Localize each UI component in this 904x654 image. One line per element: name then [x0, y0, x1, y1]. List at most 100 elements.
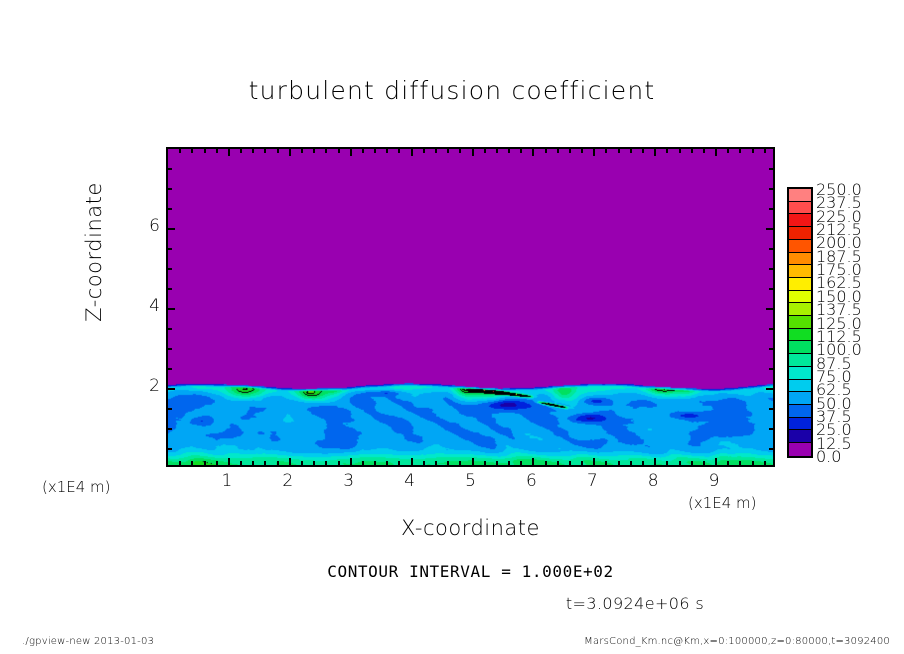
- footer-source: MarsCond_Km.nc@Km,x=0:100000,z=0:80000,t…: [584, 636, 890, 647]
- x-axis-tick: [215, 461, 218, 465]
- x-axis-tick: [520, 149, 523, 153]
- x-axis-tick: [483, 149, 486, 153]
- x-axis-tick: [727, 461, 730, 465]
- x-axis-tick: [739, 149, 742, 153]
- x-tick-label: 7: [586, 471, 598, 491]
- y-axis-tick: [766, 308, 773, 310]
- colorbar-band: [789, 443, 811, 456]
- x-axis-tick: [179, 461, 182, 465]
- colorbar-tick-label: 200.0: [816, 233, 862, 253]
- x-axis-tick: [763, 461, 766, 465]
- x-axis-tick: [556, 149, 559, 153]
- y-axis-tick: [168, 448, 172, 450]
- x-axis-tick: [337, 461, 340, 465]
- colorbar-band: [789, 404, 811, 418]
- x-axis-tick: [678, 149, 681, 153]
- x-axis-tick: [702, 149, 705, 153]
- x-axis-tick: [386, 149, 389, 153]
- x-axis-tick: [264, 461, 267, 465]
- x-tick-label: 4: [404, 471, 415, 491]
- x-axis-tick: [605, 461, 608, 465]
- x-axis-tick: [605, 149, 608, 153]
- x-axis-unit-left: (x1E4 m): [42, 478, 111, 496]
- x-tick-label: 8: [647, 471, 659, 491]
- x-axis-tick: [288, 458, 291, 465]
- x-axis-tick: [447, 461, 450, 465]
- y-axis-tick: [769, 288, 773, 290]
- x-axis-unit-right: (x1E4 m): [688, 494, 757, 512]
- x-axis-tick: [568, 149, 571, 153]
- colorbar-tick-label: 75.0: [816, 366, 852, 386]
- x-axis-tick: [398, 461, 401, 465]
- x-axis-tick: [240, 461, 243, 465]
- x-axis-tick: [654, 458, 657, 465]
- colorbar-band: [789, 189, 811, 202]
- colorbar-tick-label: 50.0: [816, 393, 852, 413]
- x-axis-tick: [678, 461, 681, 465]
- x-axis-tick: [666, 461, 669, 465]
- x-axis-tick: [617, 461, 620, 465]
- x-axis-tick: [532, 458, 535, 465]
- x-axis-tick: [459, 149, 462, 153]
- y-axis-tick: [769, 268, 773, 270]
- x-tick-label: 6: [525, 471, 537, 491]
- x-tick-label: 1: [221, 471, 233, 491]
- x-axis-tick: [495, 461, 498, 465]
- colorbar-tick-label: 162.5: [816, 273, 862, 293]
- x-axis-tick: [349, 149, 352, 156]
- colorbar-tick-label: 25.0: [816, 420, 852, 440]
- x-axis-tick: [398, 149, 401, 153]
- y-axis-tick: [168, 188, 172, 190]
- colorbar-tick-label: 175.0: [816, 260, 862, 280]
- colorbar-band: [789, 354, 811, 367]
- x-axis-tick: [288, 149, 291, 156]
- colorbar-tick-label: 62.5: [816, 380, 852, 400]
- x-axis-tick: [386, 461, 389, 465]
- x-axis-tick: [252, 461, 255, 465]
- x-axis-tick: [581, 461, 584, 465]
- x-axis-tick: [300, 461, 303, 465]
- x-tick-label: 9: [708, 471, 720, 491]
- x-axis-tick: [337, 149, 340, 153]
- x-axis-tick: [410, 458, 413, 465]
- x-axis-tick: [654, 149, 657, 156]
- y-axis-tick: [769, 328, 773, 330]
- y-axis-title: Z-coordinate: [82, 182, 106, 322]
- x-axis-tick: [252, 149, 255, 153]
- x-axis-tick: [690, 149, 693, 153]
- x-axis-tick: [422, 149, 425, 153]
- colorbar-tick-label: 125.0: [816, 313, 862, 333]
- y-axis-tick: [168, 228, 175, 230]
- x-axis-tick: [751, 461, 754, 465]
- x-axis-tick: [215, 149, 218, 153]
- colorbar-tick-label: 150.0: [816, 286, 862, 306]
- x-axis-tick: [532, 149, 535, 156]
- colorbar-band: [789, 379, 811, 393]
- y-axis-tick: [766, 388, 773, 390]
- y-axis-tick: [168, 408, 172, 410]
- heatmap-canvas: [168, 149, 773, 465]
- colorbar-tick-label: 100.0: [816, 340, 862, 360]
- x-axis-tick: [191, 149, 194, 153]
- x-axis-tick: [349, 458, 352, 465]
- x-axis-tick: [617, 149, 620, 153]
- x-axis-tick: [495, 149, 498, 153]
- x-axis-tick: [203, 149, 206, 153]
- colorbar-band: [789, 290, 811, 304]
- y-axis-tick: [769, 428, 773, 430]
- x-axis-tick: [763, 149, 766, 153]
- x-axis-tick: [227, 149, 230, 156]
- x-axis-tick: [471, 458, 474, 465]
- colorbar-labels: 250.0 237.5 225.0 212.5 200.0 187.5 175.0 162.5…: [816, 178, 896, 468]
- x-axis-tick: [325, 149, 328, 153]
- colorbar-band: [789, 277, 811, 291]
- x-axis-tick: [751, 149, 754, 153]
- x-axis-tick: [313, 149, 316, 153]
- x-axis-tick: [459, 461, 462, 465]
- x-axis-tick: [520, 461, 523, 465]
- x-axis-tick: [642, 149, 645, 153]
- y-axis-tick: [766, 228, 773, 230]
- x-axis-tick: [544, 461, 547, 465]
- x-axis-tick: [313, 461, 316, 465]
- colorbar-tick-label: 37.5: [816, 406, 852, 426]
